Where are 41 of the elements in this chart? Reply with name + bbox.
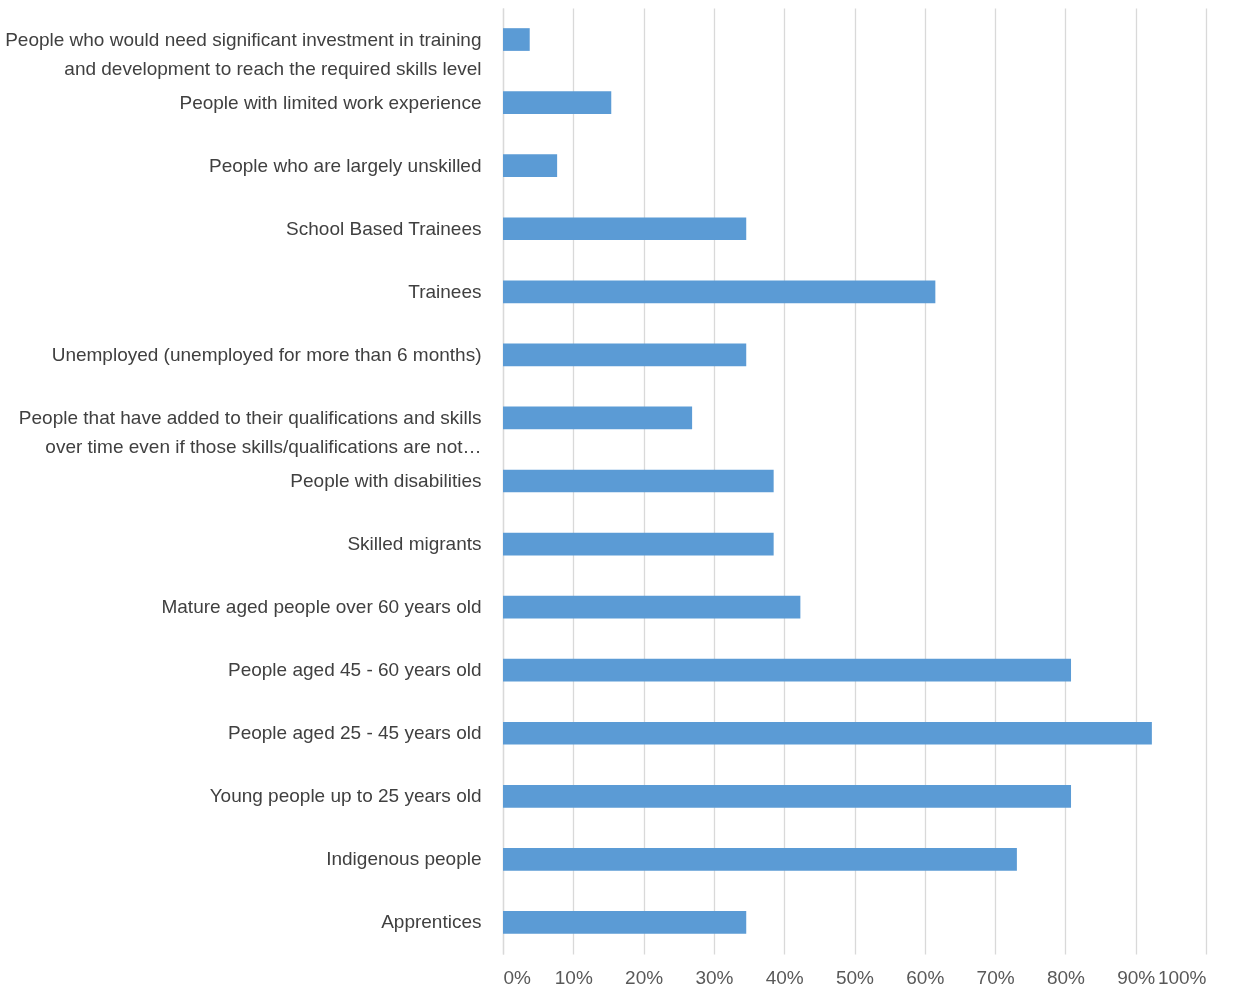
x-tick-label: 70% (976, 966, 1015, 988)
y-tick-label: Skilled migrants (347, 533, 482, 555)
y-tick-label: People who would need significant investment in training and development to reach the required skills level (5, 28, 482, 79)
bar (503, 217, 747, 241)
x-tick-label: 100% (1157, 966, 1207, 988)
y-tick-label: People aged 45 - 60 years old (227, 659, 482, 681)
x-tick-label: 50% (835, 966, 875, 988)
x-tick-label: 80% (1046, 966, 1086, 988)
x-tick-label: 0% (503, 966, 532, 988)
x-tick-label: 30% (695, 966, 734, 988)
x-tick-label: 60% (906, 966, 945, 988)
y-tick-label: People with limited work experience (179, 91, 482, 113)
bar (503, 280, 936, 304)
bar (503, 911, 747, 934)
y-tick-label: People who are largely unskilled (209, 154, 482, 176)
y-tick-label: People aged 25 - 45 years old (227, 722, 482, 744)
bar (503, 469, 774, 493)
y-tick-label: Apprentices (381, 911, 482, 933)
bar (503, 154, 558, 178)
x-tick-label: 90% (1117, 966, 1156, 988)
bar (503, 406, 693, 430)
y-tick-label: Young people up to 25 years old (209, 785, 482, 807)
bar (503, 532, 774, 556)
bar (503, 721, 1152, 745)
bar (503, 848, 1017, 871)
x-tick-label: 10% (554, 966, 593, 988)
y-tick-label: People with disabilities (290, 470, 482, 491)
y-tick-label: Mature aged people over 60 years old (161, 596, 482, 618)
y-tick-label: Unemployed (unemployed for more than 6 months) (51, 343, 482, 365)
y-tick-label: School Based Trainees (286, 217, 482, 239)
x-tick-label: 20% (625, 966, 664, 988)
bar (503, 343, 747, 367)
y-tick-label: People that have added to their qualifications and skills over time even if those skills/qualifications are not… (18, 406, 482, 457)
bar (503, 28, 530, 51)
bar (503, 658, 1072, 682)
bar (503, 91, 612, 114)
bar (503, 784, 1072, 808)
bar (503, 595, 801, 619)
y-tick-label: Trainees (408, 280, 482, 302)
x-tick-label: 40% (765, 966, 804, 988)
y-tick-label: Indigenous people (326, 848, 482, 870)
